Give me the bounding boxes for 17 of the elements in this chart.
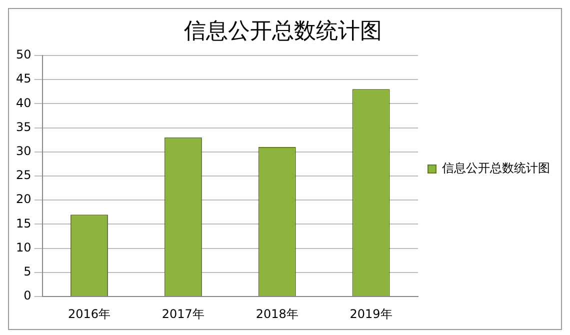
chart-title: 信息公开总数统计图 — [184, 18, 382, 44]
y-tick-label: 50 — [16, 48, 32, 62]
y-tick-label: 40 — [16, 96, 32, 110]
x-tick-label: 2016年 — [68, 306, 111, 321]
y-tick-label: 10 — [16, 240, 32, 254]
x-tick-label: 2018年 — [256, 306, 298, 321]
y-tick-label: 5 — [24, 264, 32, 279]
x-tick-label: 2017年 — [162, 306, 204, 321]
y-tick-label: 35 — [16, 120, 32, 134]
y-tick-label: 30 — [16, 144, 32, 158]
y-tick-label: 0 — [24, 288, 32, 303]
legend-label: 信息公开总数统计图 — [442, 161, 550, 176]
y-tick-label: 25 — [16, 168, 32, 182]
y-tick-label: 15 — [16, 216, 32, 230]
x-tick-label: 2019年 — [350, 306, 392, 321]
y-tick-label: 20 — [16, 192, 32, 206]
y-tick-label: 45 — [16, 72, 32, 86]
